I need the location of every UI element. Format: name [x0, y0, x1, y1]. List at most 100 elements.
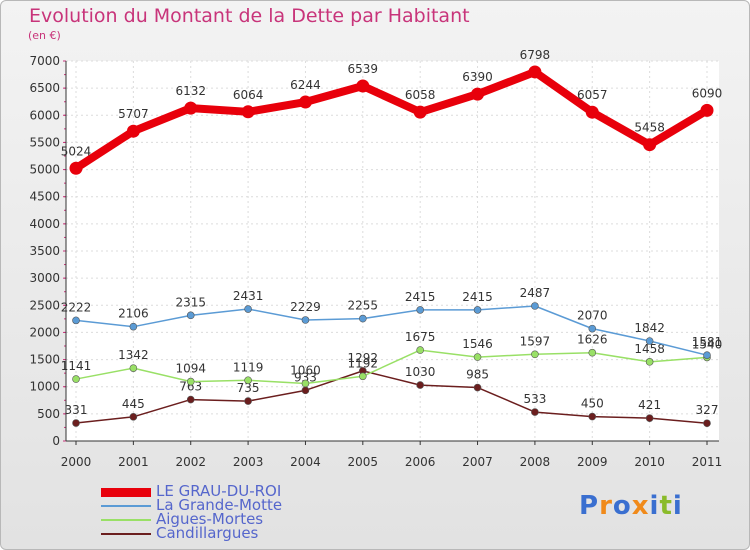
data-point	[129, 364, 138, 372]
data-label: 2487	[520, 286, 551, 300]
legend-label: LE GRAU-DU-ROI	[156, 482, 282, 500]
data-label: 2315	[175, 295, 206, 309]
data-label: 2229	[290, 300, 321, 314]
data-label: 1292	[348, 351, 379, 365]
data-label: 5024	[61, 144, 92, 158]
y-tick-label: 6000	[29, 108, 60, 122]
data-label: 2070	[577, 309, 608, 323]
y-tick-label: 500	[37, 407, 60, 421]
logo-letter: t	[659, 491, 673, 521]
data-point	[473, 306, 482, 314]
data-point	[244, 305, 252, 313]
data-label: 1030	[405, 365, 436, 379]
data-label: 1581	[692, 335, 723, 349]
data-point	[700, 103, 714, 117]
y-tick-label: 3500	[29, 244, 60, 258]
data-point	[244, 397, 252, 405]
data-label: 5707	[118, 107, 149, 121]
data-label: 331	[65, 403, 88, 417]
y-tick-label: 5500	[29, 135, 60, 149]
data-point	[413, 105, 427, 119]
series-line	[75, 349, 708, 385]
data-label: 6064	[233, 88, 264, 102]
data-point	[416, 306, 424, 314]
data-label: 2415	[405, 290, 436, 304]
data-point	[186, 311, 195, 320]
data-point	[643, 138, 657, 152]
series-line	[73, 67, 710, 172]
data-point	[186, 377, 195, 386]
x-tick-label: 2007	[462, 455, 493, 469]
x-tick-label: 2009	[577, 455, 608, 469]
data-point	[416, 346, 424, 354]
data-point	[356, 79, 370, 93]
x-tick-label: 2008	[520, 455, 551, 469]
data-point	[645, 414, 654, 422]
data-point	[301, 386, 310, 395]
y-tick-label: 3000	[29, 271, 60, 285]
data-label: 735	[237, 381, 260, 395]
data-label: 6798	[520, 48, 551, 62]
data-label: 1626	[577, 333, 608, 347]
data-point	[241, 105, 255, 119]
logo-letter: P	[579, 491, 600, 521]
data-label: 6132	[175, 84, 206, 98]
data-point	[588, 324, 597, 333]
data-label: 1675	[405, 330, 436, 344]
data-point	[129, 413, 138, 421]
chart-title: Evolution du Montant de la Dette par Hab…	[29, 5, 470, 27]
legend-label: Candillargues	[156, 524, 259, 542]
data-point	[72, 419, 80, 427]
data-point	[244, 376, 252, 385]
data-label: 1060	[290, 363, 321, 377]
data-point	[72, 375, 80, 383]
data-point	[301, 316, 310, 324]
data-point	[645, 337, 654, 345]
data-label: 421	[638, 398, 661, 412]
data-label: 6539	[348, 62, 379, 76]
y-tick-label: 6500	[29, 81, 60, 95]
x-tick-label: 2001	[118, 455, 149, 469]
y-tick-label: 7000	[29, 54, 60, 68]
data-point	[585, 105, 599, 119]
data-label: 445	[122, 397, 145, 411]
data-label: 6058	[405, 88, 436, 102]
data-point	[645, 358, 654, 366]
y-tick-label: 2500	[29, 298, 60, 312]
y-tick-label: 5000	[29, 163, 60, 177]
data-point	[359, 314, 367, 323]
y-tick-label: 4000	[29, 217, 60, 231]
x-tick-label: 2005	[348, 455, 379, 469]
data-point	[72, 316, 80, 325]
data-label: 5458	[634, 121, 665, 135]
data-point	[69, 161, 83, 175]
y-tick-label: 1500	[29, 353, 60, 367]
data-point	[298, 95, 312, 109]
data-point	[471, 87, 485, 101]
y-tick-label: 1000	[29, 380, 60, 394]
y-tick-label: 4500	[29, 190, 60, 204]
line-chart: 0 500 1000 1500 2000 2500 3000 3500 4000 4500 5000…	[29, 48, 723, 469]
data-label: 1597	[520, 334, 551, 348]
data-label: 6090	[692, 86, 723, 100]
data-point	[184, 101, 198, 115]
data-label: 1119	[233, 360, 264, 374]
data-point	[359, 372, 367, 381]
data-point	[129, 322, 138, 331]
data-label: 6244	[290, 78, 321, 92]
data-point	[126, 124, 140, 138]
x-tick-label: 2002	[175, 455, 206, 469]
data-label: 1540	[692, 337, 723, 351]
data-label: 2106	[118, 307, 149, 321]
x-tick-label: 2003	[233, 455, 264, 469]
data-point	[531, 350, 539, 359]
series-line	[75, 370, 708, 424]
data-label: 6057	[577, 88, 608, 102]
data-point	[473, 353, 482, 361]
data-label: 985	[466, 368, 489, 382]
data-label: 2255	[348, 299, 379, 313]
legend-swatch	[101, 533, 151, 535]
data-label: 2431	[233, 289, 264, 303]
data-point	[588, 348, 597, 357]
proxiti-logo: Proxiti	[579, 491, 683, 521]
